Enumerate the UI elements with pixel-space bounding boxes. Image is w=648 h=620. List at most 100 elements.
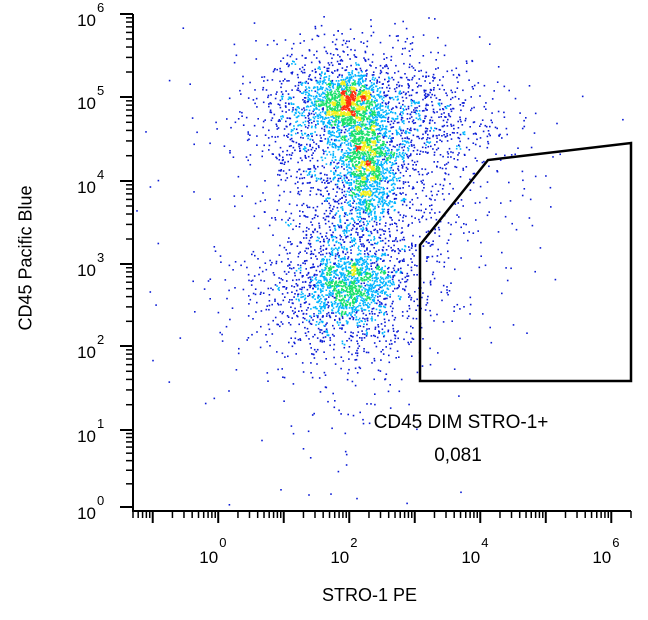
event-dot	[403, 258, 405, 260]
event-dot	[365, 133, 368, 136]
event-dot	[362, 135, 364, 138]
event-dot	[338, 84, 341, 86]
event-dot	[379, 279, 381, 282]
event-dot	[362, 106, 364, 108]
event-dot	[370, 145, 373, 148]
event-dot	[328, 85, 330, 88]
event-dot	[347, 142, 350, 145]
event-dot	[388, 228, 390, 230]
event-dot	[363, 202, 366, 204]
event-dot	[368, 90, 370, 92]
event-dot	[331, 143, 333, 146]
event-dot	[378, 305, 380, 307]
event-dot	[350, 175, 352, 177]
event-dot	[329, 101, 332, 103]
event-dot	[350, 331, 352, 334]
event-dot	[329, 253, 332, 256]
event-dot	[355, 87, 357, 90]
event-dot	[360, 294, 363, 296]
event-dot	[402, 91, 405, 93]
event-dot	[377, 128, 380, 130]
event-dot	[360, 126, 363, 128]
event-dot	[359, 175, 361, 178]
event-dot	[372, 192, 374, 195]
event-dot	[373, 172, 375, 175]
event-dot	[342, 111, 345, 114]
event-dot	[377, 146, 380, 149]
event-dot	[383, 58, 385, 60]
event-dot	[320, 24, 323, 27]
event-dot	[299, 177, 301, 180]
event-dot	[300, 70, 303, 73]
event-dot	[320, 306, 322, 309]
event-dot	[335, 144, 337, 147]
event-dot	[281, 352, 284, 355]
event-dot	[351, 277, 353, 280]
event-dot	[328, 305, 330, 307]
event-dot	[341, 67, 344, 69]
event-dot	[344, 230, 346, 232]
event-dot	[343, 168, 345, 170]
event-dot	[392, 173, 395, 175]
event-dot	[443, 54, 446, 57]
event-dot	[376, 231, 379, 234]
event-dot	[337, 146, 340, 149]
event-dot	[328, 292, 330, 295]
event-dot	[387, 90, 390, 92]
event-dot	[369, 64, 371, 66]
event-dot	[279, 106, 282, 109]
event-dot	[318, 113, 321, 116]
event-dot	[374, 205, 376, 208]
event-dot	[359, 201, 362, 203]
event-dot	[350, 190, 353, 193]
event-dot	[389, 216, 391, 219]
event-dot	[347, 118, 349, 121]
event-dot	[301, 362, 304, 364]
event-dot	[365, 123, 368, 126]
event-dot	[294, 293, 296, 295]
event-dot	[371, 194, 373, 197]
event-dot	[362, 211, 365, 214]
event-dot	[349, 105, 351, 107]
event-dot	[377, 326, 380, 328]
event-dot	[402, 20, 404, 23]
event-dot	[394, 112, 397, 115]
event-dot	[336, 253, 339, 256]
event-dot	[336, 291, 339, 294]
event-dot	[382, 170, 384, 172]
event-dot	[342, 89, 345, 91]
event-dot	[390, 189, 393, 191]
event-dot	[357, 112, 359, 115]
event-dot	[381, 282, 384, 285]
event-dot	[383, 233, 385, 235]
event-dot	[356, 349, 358, 352]
event-dot	[375, 345, 378, 348]
event-dot	[339, 234, 341, 237]
event-dot	[398, 91, 401, 93]
event-dot	[370, 19, 372, 21]
event-dot	[376, 99, 378, 101]
event-dot	[299, 241, 302, 243]
event-dot	[303, 101, 305, 103]
event-dot	[352, 199, 355, 201]
event-dot	[306, 174, 309, 176]
event-dot	[339, 177, 342, 179]
event-dot	[349, 171, 352, 173]
event-dot	[368, 94, 371, 96]
event-dot	[353, 103, 355, 105]
event-dot	[374, 155, 376, 158]
event-dot	[370, 93, 372, 96]
event-dot	[286, 315, 289, 317]
event-dot	[344, 285, 347, 287]
event-dot	[330, 81, 333, 83]
event-dot	[317, 323, 320, 325]
event-dot	[313, 117, 316, 120]
event-dot	[378, 249, 380, 251]
event-dot	[436, 255, 439, 257]
event-dot	[373, 229, 375, 231]
event-dot	[439, 220, 442, 223]
event-dot	[322, 92, 324, 95]
event-dot	[339, 146, 342, 148]
event-dot	[344, 277, 346, 279]
event-dot	[343, 261, 346, 264]
